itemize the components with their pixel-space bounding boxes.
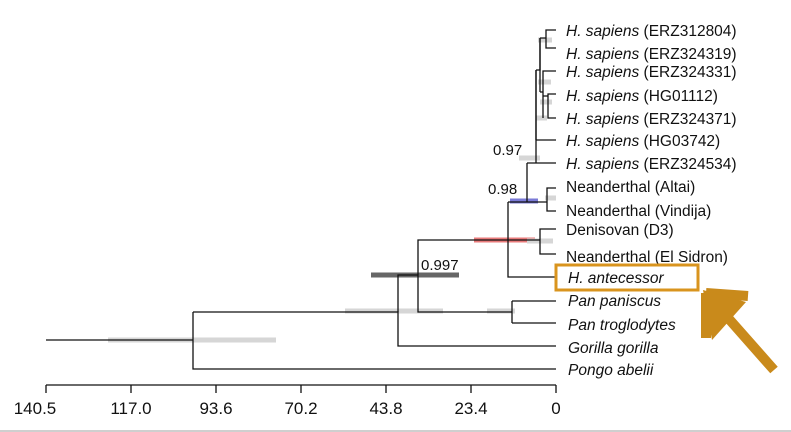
highlight-box (554, 263, 700, 292)
support-values: 0.97 0.98 0.997 (421, 142, 522, 274)
tip-label: Neanderthal (Altai) (566, 179, 695, 196)
tip-label: Pan troglodytes (568, 317, 676, 334)
x-tick-label: 0 (551, 399, 560, 418)
tip-label: H. sapiens (ERZ312804) (566, 23, 737, 40)
x-tick-label: 43.8 (369, 399, 402, 418)
tip-label: H. sapiens (ERZ324371) (566, 111, 737, 128)
x-axis: 140.5 117.0 93.6 70.2 43.8 23.4 0 (14, 384, 561, 418)
tip-label: H. sapiens (HG01112) (566, 88, 718, 105)
arrow-head (703, 290, 746, 340)
tip-label: Gorilla gorilla (568, 340, 659, 357)
x-tick-label: 140.5 (14, 399, 57, 418)
support-0997: 0.997 (421, 257, 459, 274)
x-tick-label: 70.2 (284, 399, 317, 418)
tip-labels: H. sapiens (ERZ312804) H. sapiens (ERZ32… (566, 23, 737, 379)
highlight-annotation (554, 263, 778, 374)
tip-label: H. sapiens (ERZ324534) (566, 156, 737, 173)
support-097: 0.97 (493, 142, 522, 159)
tip-label: H. sapiens (HG03742) (566, 133, 720, 150)
tip-label: H. sapiens (ERZ324319) (566, 46, 737, 63)
x-tick-label: 93.6 (199, 399, 232, 418)
x-tick-label: 117.0 (110, 399, 151, 418)
tip-label: Pongo abelii (568, 362, 654, 379)
tip-label: Pan paniscus (568, 293, 661, 310)
tip-label: Denisovan (D3) (566, 222, 674, 239)
tip-label: Neanderthal (El Sidron) (566, 249, 728, 266)
tip-label: H. sapiens (ERZ324331) (566, 64, 737, 81)
tip-label-h-antecessor: H. antecessor (568, 270, 664, 287)
tree-branches (46, 29, 556, 370)
tip-label: Neanderthal (Vindija) (566, 203, 711, 220)
bottom-divider (0, 430, 791, 432)
x-tick-label: 23.4 (454, 399, 487, 418)
support-098: 0.98 (488, 181, 517, 198)
